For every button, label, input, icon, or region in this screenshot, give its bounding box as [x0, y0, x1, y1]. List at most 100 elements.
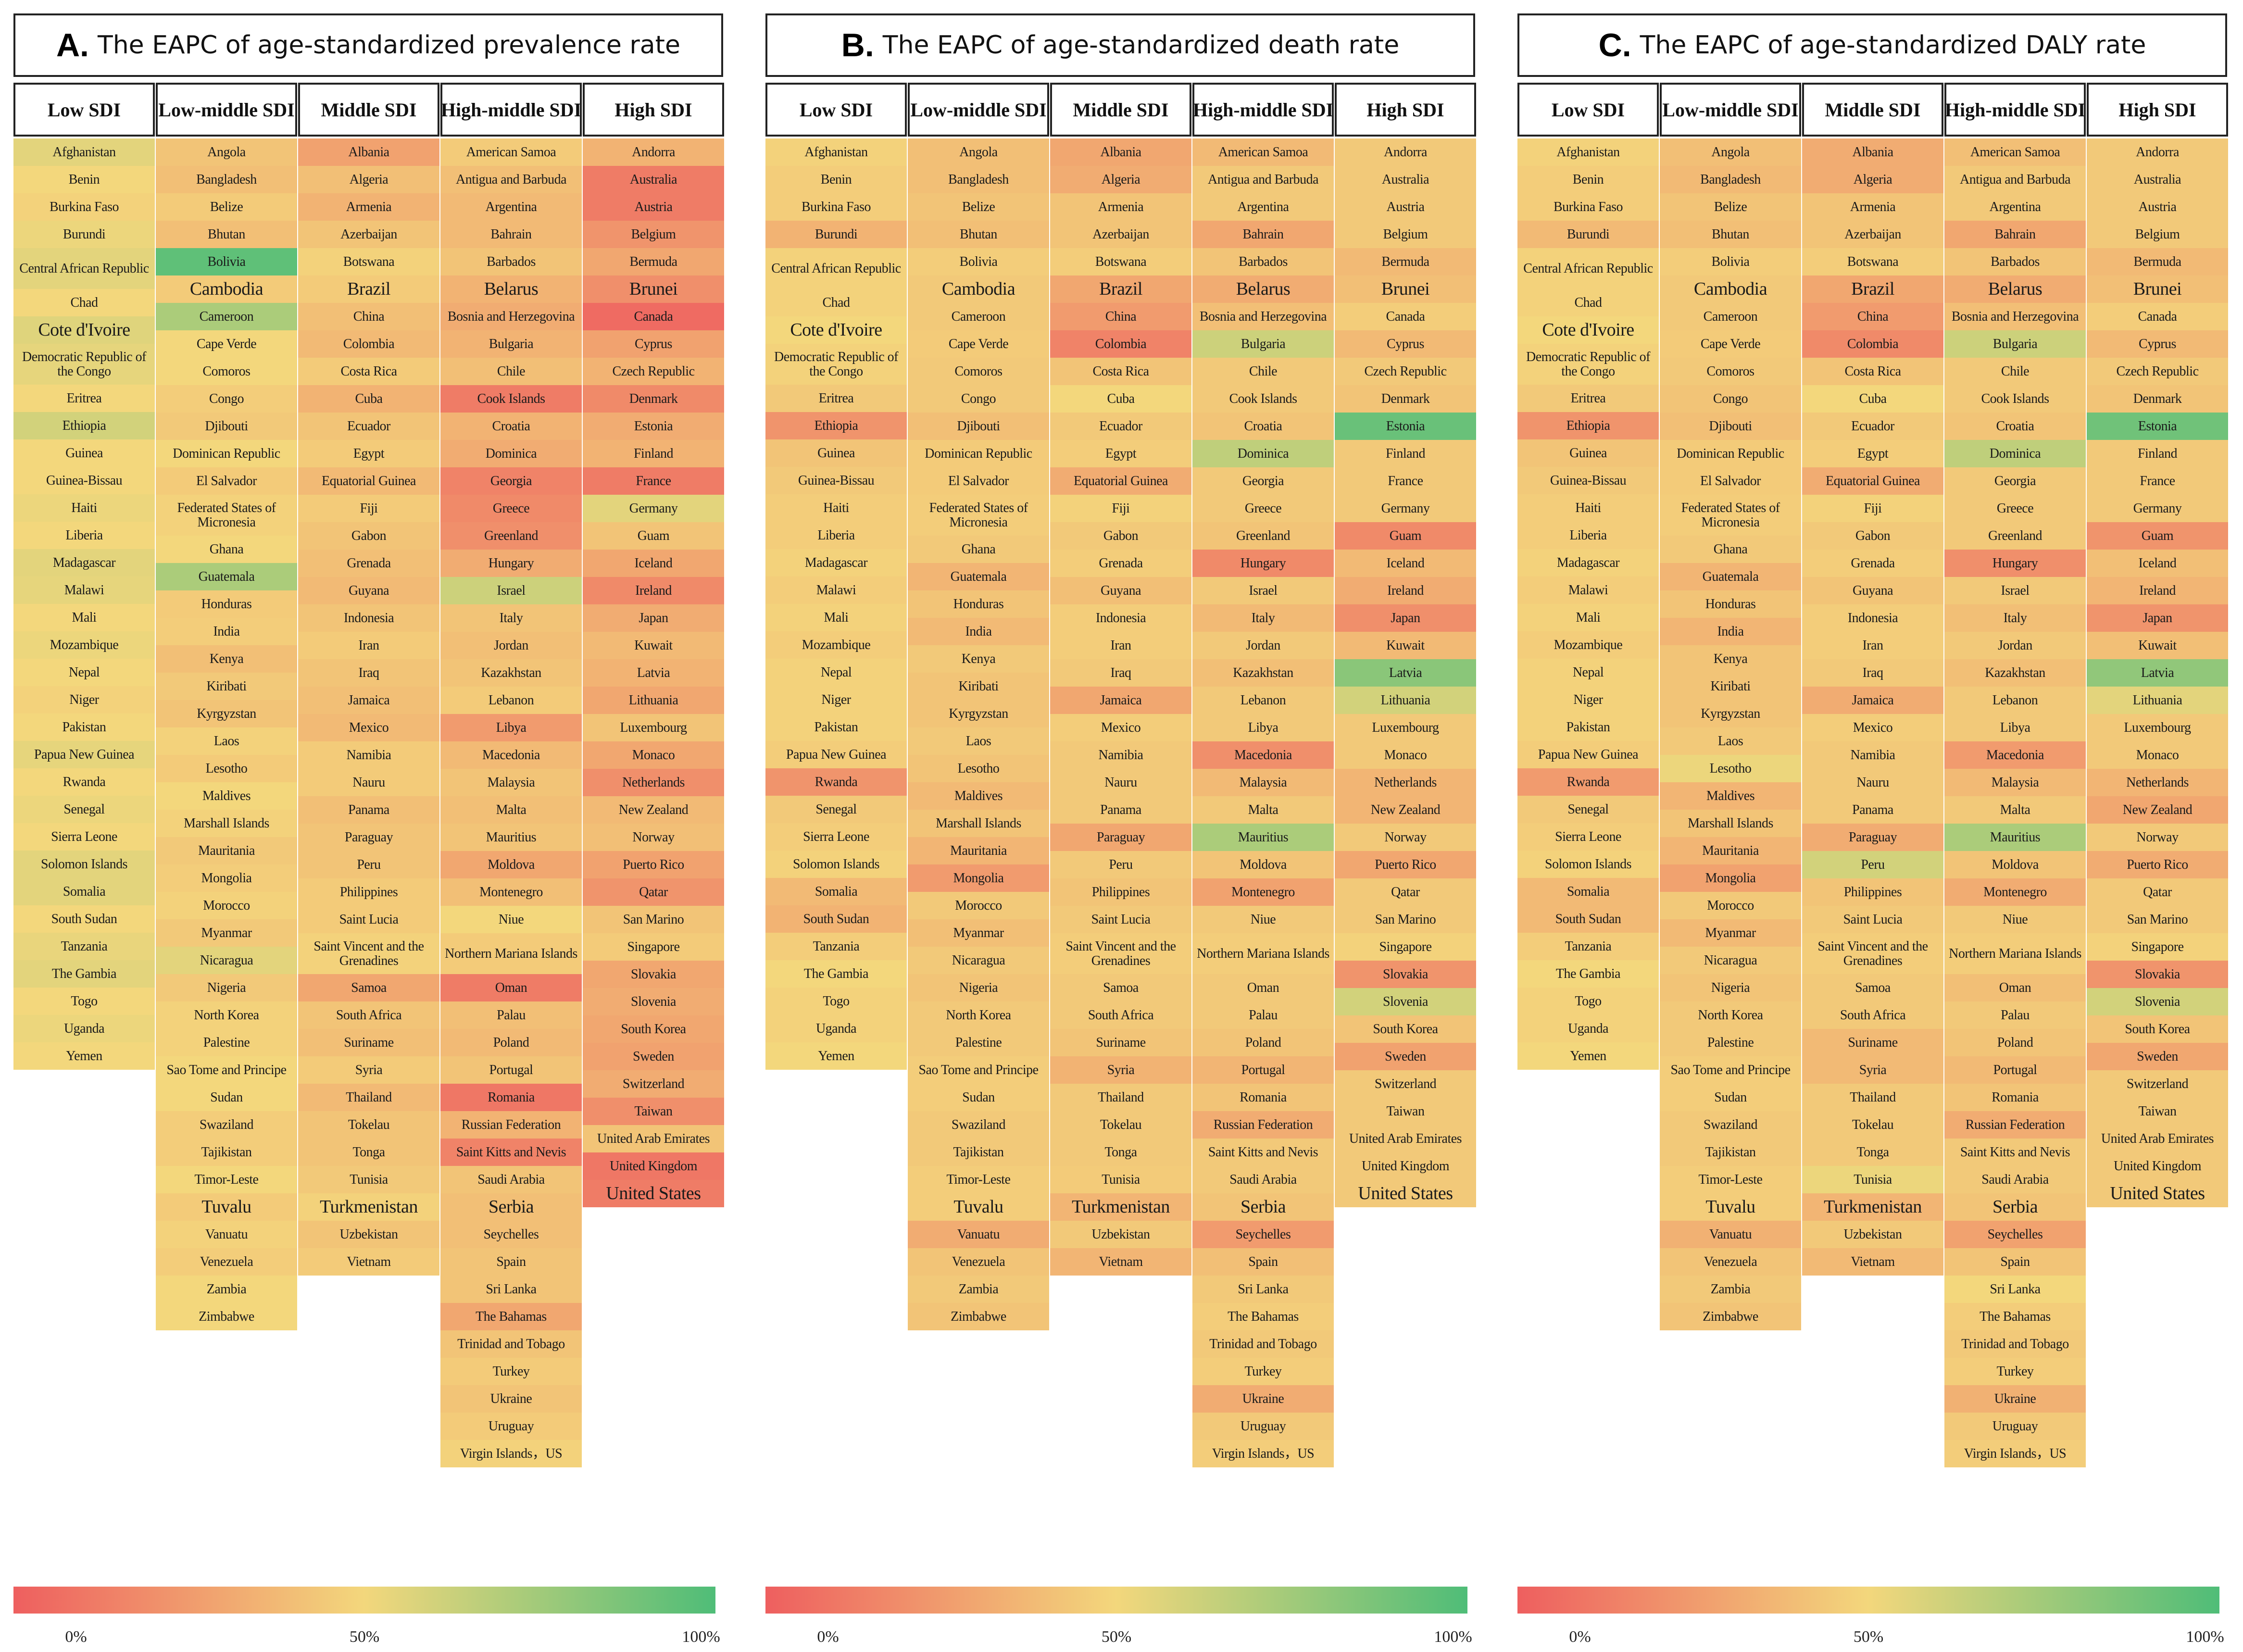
heatmap-cell: Norway — [583, 824, 724, 851]
heatmap-cell: Chile — [1192, 358, 1334, 385]
heatmap-cell: Chad — [1517, 289, 1659, 316]
heatmap-cell: Comoros — [1660, 358, 1801, 385]
heatmap-cell: Suriname — [298, 1029, 439, 1056]
heatmap-cell: Mongolia — [1660, 864, 1801, 892]
heatmap-cell: Luxembourg — [2087, 714, 2228, 741]
legend-tick-label: 50% — [1853, 1628, 1884, 1646]
panel-letter: B. — [841, 27, 874, 63]
heatmap-cell: Eritrea — [765, 385, 907, 412]
heatmap-cell: Zambia — [908, 1276, 1049, 1303]
heatmap-cell: Algeria — [1802, 166, 1943, 193]
heatmap-cell: Albania — [1802, 138, 1943, 166]
heatmap-cell: Timor-Leste — [908, 1166, 1049, 1193]
heatmap-cell: Swaziland — [1660, 1111, 1801, 1139]
heatmap-cell: Ecuador — [1050, 413, 1191, 440]
heatmap-cell: Nicaragua — [1660, 947, 1801, 974]
heatmap-cell: Samoa — [1050, 974, 1191, 1001]
heatmap-cell: Slovenia — [1335, 988, 1476, 1015]
heatmap-cell: Bulgaria — [440, 330, 582, 358]
heatmap-cell: Gabon — [1802, 522, 1943, 550]
heatmap-cell: Virgin Islands，US — [1192, 1440, 1334, 1467]
heatmap-cell: Uzbekistan — [1802, 1221, 1943, 1248]
heatmap-cell: Senegal — [1517, 796, 1659, 823]
heatmap-cell: Bangladesh — [908, 166, 1049, 193]
heatmap-cell: Croatia — [1944, 413, 2086, 440]
heatmap-cell: Uruguay — [440, 1413, 582, 1440]
heatmap-cell: Senegal — [765, 796, 907, 823]
heatmap-cell: Malaysia — [1192, 769, 1334, 796]
heatmap-cell: Sweden — [2087, 1043, 2228, 1070]
heatmap-cell: Kuwait — [2087, 632, 2228, 659]
heatmap-cell: Singapore — [2087, 933, 2228, 961]
heatmap-cell: Angola — [156, 138, 297, 166]
heatmap-cell: Cook Islands — [1192, 385, 1334, 413]
heatmap-cell: North Korea — [1660, 1001, 1801, 1029]
heatmap-cell: Cote d'Ivoire — [1517, 316, 1659, 344]
heatmap-cell: Morocco — [908, 892, 1049, 919]
heatmap-cell: Iceland — [2087, 550, 2228, 577]
heatmap-cell: Portugal — [1192, 1056, 1334, 1084]
heatmap-cell: Eritrea — [1517, 385, 1659, 412]
color-legend: 0% 50% 100% — [1517, 1587, 2224, 1649]
heatmap-cell: Belize — [156, 193, 297, 221]
sdi-column: Low-middle SDI Angola Bangladesh Belize Bhut… — [908, 83, 1049, 1330]
heatmap-cell: Bermuda — [1335, 248, 1476, 275]
heatmap-cell: Ukraine — [1944, 1385, 2086, 1413]
heatmap-cell: Nigeria — [156, 974, 297, 1001]
heatmap-cell: Kuwait — [1335, 632, 1476, 659]
heatmap-cell: Trinidad and Tobago — [1192, 1330, 1334, 1358]
heatmap-cell: Cook Islands — [440, 385, 582, 413]
heatmap-cell: Sierra Leone — [13, 823, 155, 851]
heatmap-cell: Serbia — [1192, 1193, 1334, 1221]
heatmap-cell: Grenada — [1802, 550, 1943, 577]
heatmap-cell: Fiji — [298, 495, 439, 522]
heatmap-cell: Djibouti — [908, 413, 1049, 440]
heatmap-cell: Equatorial Guinea — [1802, 467, 1943, 495]
heatmap-cell: Belgium — [1335, 221, 1476, 248]
heatmap-cell: Venezuela — [908, 1248, 1049, 1276]
heatmap-cell: Monaco — [1335, 741, 1476, 769]
heatmap-cell: Australia — [583, 166, 724, 193]
heatmap-cell: Turkey — [1192, 1358, 1334, 1385]
heatmap-cell: Bolivia — [908, 248, 1049, 275]
heatmap-cell: Guyana — [298, 577, 439, 604]
panel-title-box: C. The EAPC of age-standardized DALY rate — [1517, 13, 2227, 77]
heatmap-cell: Marshall Islands — [908, 810, 1049, 837]
heatmap-cell: United Arab Emirates — [583, 1125, 724, 1152]
heatmap-cell: Zambia — [1660, 1276, 1801, 1303]
heatmap-cell: Philippines — [1050, 878, 1191, 906]
heatmap-cell: Tanzania — [13, 933, 155, 960]
heatmap-cell: Israel — [440, 577, 582, 604]
heatmap-cell: Brazil — [1050, 275, 1191, 303]
heatmap-cell: Dominican Republic — [1660, 440, 1801, 467]
heatmap-cell: Israel — [1192, 577, 1334, 604]
column-header: Middle SDI — [298, 83, 439, 137]
heatmap-cell: Costa Rica — [298, 358, 439, 385]
heatmap-cell: South Korea — [2087, 1015, 2228, 1043]
heatmap-cell: Greenland — [1944, 522, 2086, 550]
sdi-columns: Low SDI Afghanistan Benin Burkina Faso Burun… — [1517, 83, 2228, 1525]
heatmap-cell: Switzerland — [2087, 1070, 2228, 1098]
heatmap-cell: Maldives — [156, 782, 297, 810]
heatmap-cell: Saint Kitts and Nevis — [440, 1139, 582, 1166]
heatmap-cell: Moldova — [1944, 851, 2086, 878]
heatmap-cell: Tokelau — [298, 1111, 439, 1139]
heatmap-cell: Rwanda — [13, 768, 155, 796]
heatmap-cell: Turkey — [440, 1358, 582, 1385]
heatmap-cell: Switzerland — [583, 1070, 724, 1098]
heatmap-cell: Seychelles — [440, 1221, 582, 1248]
column-header: Low-middle SDI — [156, 83, 297, 137]
heatmap-cell: Guatemala — [908, 563, 1049, 590]
heatmap-cell: Iraq — [1802, 659, 1943, 687]
heatmap-cell: Mauritania — [156, 837, 297, 864]
heatmap-cell: Samoa — [1802, 974, 1943, 1001]
heatmap-cell: Sweden — [583, 1043, 724, 1070]
sdi-columns: Low SDI Afghanistan Benin Burkina Faso Burun… — [13, 83, 724, 1525]
heatmap-cell: Australia — [1335, 166, 1476, 193]
heatmap-cell: Solomon Islands — [13, 851, 155, 878]
sdi-column: Low SDI Afghanistan Benin Burkina Faso Burun… — [1517, 83, 1659, 1070]
heatmap-cell: Netherlands — [1335, 769, 1476, 796]
panel-title-box: A. The EAPC of age-standardized prevalenc… — [13, 13, 723, 77]
heatmap-cell: Turkmenistan — [1802, 1193, 1943, 1221]
heatmap-cell: Guatemala — [156, 563, 297, 590]
